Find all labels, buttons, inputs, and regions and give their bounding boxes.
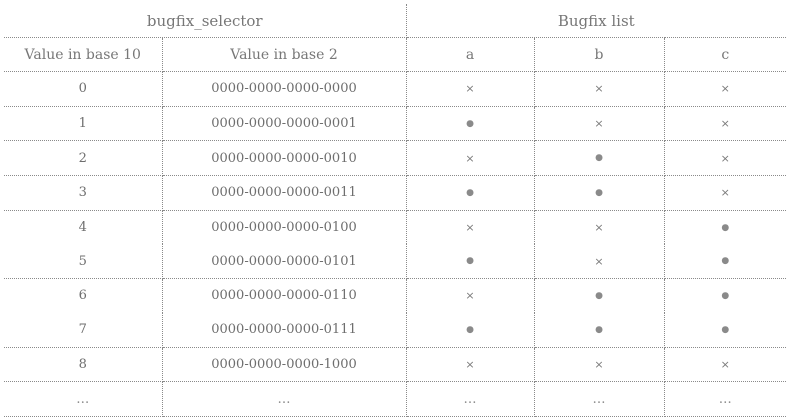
- group-header-bugfix-list: Bugfix list: [406, 4, 786, 38]
- cell-c: ×: [664, 140, 786, 177]
- group-header-row: bugfix_selector Bugfix list: [4, 4, 786, 38]
- table-row: 2 0000-0000-0000-0010 × ● ×: [4, 140, 786, 177]
- cell-b: …: [534, 381, 665, 417]
- cell-a: ×: [406, 210, 535, 245]
- cell-c: ×: [664, 175, 786, 211]
- table-row: 0 0000-0000-0000-0000 × × ×: [4, 71, 786, 107]
- cell-a: ×: [406, 71, 535, 107]
- table-row: 1 0000-0000-0000-0001 ● × ×: [4, 106, 786, 142]
- table-row-ellipsis: … … … … …: [4, 381, 786, 417]
- cell-base2: 0000-0000-0000-0000: [162, 71, 407, 107]
- column-header-base2: Value in base 2: [162, 37, 407, 72]
- cell-base2: 0000-0000-0000-0001: [162, 106, 407, 142]
- cell-a: ×: [406, 140, 535, 177]
- table-row: 5 0000-0000-0000-0101 ● × ●: [4, 244, 786, 280]
- cell-c: …: [664, 381, 786, 417]
- cell-base2: 0000-0000-0000-0101: [162, 244, 407, 280]
- cell-b: ●: [534, 312, 665, 348]
- cell-base2: 0000-0000-0000-0011: [162, 175, 407, 211]
- table-row: 4 0000-0000-0000-0100 × × ●: [4, 210, 786, 245]
- cell-base10: 2: [4, 140, 163, 177]
- cell-base2: 0000-0000-0000-0111: [162, 312, 407, 348]
- cell-b: ×: [534, 244, 665, 280]
- cell-a: …: [406, 381, 535, 417]
- table-row: 6 0000-0000-0000-0110 × ● ●: [4, 278, 786, 313]
- bugfix-selector-table: bugfix_selector Bugfix list Value in bas…: [4, 4, 786, 417]
- cell-b: ×: [534, 106, 665, 142]
- cell-base10: 0: [4, 71, 163, 107]
- cell-base10: 1: [4, 106, 163, 142]
- group-header-bugfix-selector: bugfix_selector: [4, 4, 407, 38]
- cell-c: ●: [721, 222, 730, 233]
- cell-b: ●: [534, 140, 665, 177]
- cell-c: ●: [664, 244, 786, 280]
- cell-a: ×: [406, 347, 535, 383]
- cell-a: ●: [406, 244, 535, 280]
- cell-b: ●: [534, 278, 665, 313]
- cell-c: ×: [664, 71, 786, 107]
- cell-a: ●: [406, 106, 535, 142]
- table-row: 8 0000-0000-0000-1000 × × ×: [4, 347, 786, 383]
- column-header-base10: Value in base 10: [4, 37, 163, 72]
- cell-base10: 6: [4, 278, 163, 313]
- cell-c: ×: [664, 106, 786, 142]
- cell-b: ×: [534, 210, 665, 245]
- cell-b: ●: [534, 175, 665, 211]
- cell-a: ●: [406, 312, 535, 348]
- cell-a: ×: [406, 278, 535, 313]
- column-header-c: c: [664, 37, 786, 72]
- table-row: 7 0000-0000-0000-0111 ● ● ●: [4, 312, 786, 348]
- cell-base10: 3: [4, 175, 163, 211]
- column-header-row: Value in base 10 Value in base 2 a b c: [4, 37, 786, 72]
- cell-base10: 8: [4, 347, 163, 383]
- cell-c: ●: [721, 290, 730, 301]
- cell-base10: 5: [4, 244, 163, 280]
- cell-a: ●: [406, 175, 535, 211]
- cell-base10: 4: [4, 210, 163, 245]
- cell-base2: …: [162, 381, 407, 417]
- cell-b: ×: [534, 71, 665, 107]
- cell-base2: 0000-0000-0000-1000: [162, 347, 407, 383]
- cell-c: ●: [664, 312, 786, 348]
- cell-base2: 0000-0000-0000-0110: [162, 278, 407, 313]
- column-header-a: a: [406, 37, 535, 72]
- cell-b: ×: [534, 347, 665, 383]
- cell-base2: 0000-0000-0000-0100: [162, 210, 407, 245]
- cell-base10: 7: [4, 312, 163, 348]
- cell-base10: …: [4, 381, 163, 417]
- column-header-b: b: [534, 37, 665, 72]
- cell-c: ×: [664, 347, 786, 383]
- cell-base2: 0000-0000-0000-0010: [162, 140, 407, 177]
- table-row: 3 0000-0000-0000-0011 ● ● ×: [4, 175, 786, 211]
